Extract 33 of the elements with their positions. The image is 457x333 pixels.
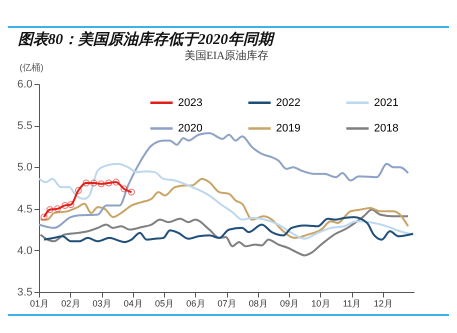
x-tick-label: 11月 [342,298,362,308]
legend-label: 2019 [276,122,300,134]
line-series [38,162,414,240]
x-tick-label: 08月 [248,298,268,308]
line-series [40,178,410,239]
chart-title: 图表80：美国原油库存低于2020年同期 [8,26,449,50]
legend-label: 2022 [276,96,300,109]
line-series [38,132,410,229]
x-tick-label: 03月 [92,298,112,308]
x-tick-label: 09月 [280,298,300,308]
x-tick-label: 12月 [374,298,393,308]
legend-label: 2020 [178,122,202,134]
x-tick-label: 06月 [186,298,206,308]
x-tick-label: 04月 [124,298,143,308]
point [74,187,82,194]
y-axis-title: (亿桶) [20,62,44,72]
point [61,202,68,209]
legend-label: 2023 [178,96,202,109]
x-tick-label: 02月 [61,298,80,308]
x-tick-label: 10月 [311,298,330,308]
y-tick-label: 4.0 [17,244,32,257]
y-tick-label: 5.0 [17,162,32,174]
line-series [43,216,414,244]
line-series [40,208,410,256]
legend-label: 2018 [374,122,398,134]
x-tick-label: 05月 [154,298,174,308]
legend-label: 2021 [374,96,398,109]
y-tick-label: 5.5 [17,120,32,132]
y-tick-label: 6.0 [17,78,32,90]
y-tick-label: 4.5 [17,203,32,216]
x-tick-label: 07月 [217,298,237,308]
x-tick-label: 01月 [30,298,50,308]
y-tick-label: 3.5 [17,286,32,298]
